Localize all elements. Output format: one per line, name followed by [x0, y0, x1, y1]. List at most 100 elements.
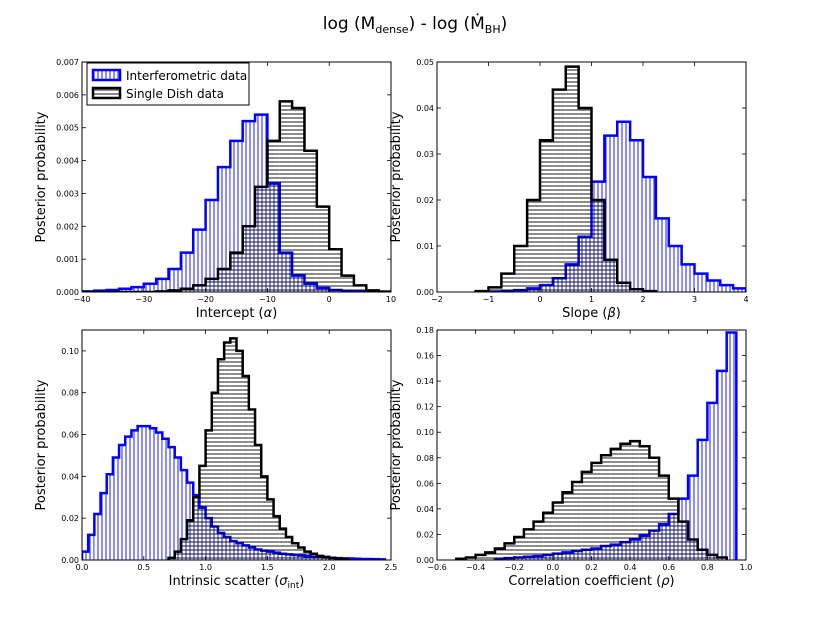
- histogram-bar: [242, 376, 249, 560]
- histogram-bar: [494, 548, 505, 560]
- x-tick-label: 1.0: [199, 563, 212, 572]
- histogram-bar: [137, 426, 144, 560]
- histogram-bar: [485, 552, 495, 560]
- histogram-bar: [143, 426, 150, 560]
- histogram-bar: [106, 474, 113, 560]
- histogram-bar: [217, 167, 231, 292]
- x-tick-label: 0.0: [547, 563, 560, 572]
- histogram-bar: [193, 497, 200, 560]
- histogram-bar: [639, 446, 650, 560]
- histogram-bar: [562, 492, 573, 560]
- histogram-bar: [149, 428, 157, 560]
- y-tick-label: 0.004: [56, 157, 79, 166]
- histogram-bar: [119, 288, 132, 292]
- x-tick-label: 0.2: [585, 563, 598, 572]
- histogram-bar: [353, 285, 367, 292]
- histogram-bar: [236, 350, 243, 560]
- histogram-bar: [230, 252, 243, 292]
- histogram-bar: [174, 551, 181, 560]
- histogram-bar: [224, 342, 231, 560]
- histogram-bar: [678, 521, 689, 560]
- figure-title: log (Mdense) - log (ṀBH): [323, 13, 508, 36]
- histogram-bar: [279, 528, 286, 560]
- legend-swatch-single-dish: [91, 86, 122, 100]
- histogram-bar: [552, 89, 566, 292]
- histogram-bar: [205, 200, 218, 292]
- histogram-bar: [591, 200, 605, 292]
- histogram-bar: [205, 278, 218, 292]
- histogram-bar: [279, 101, 293, 292]
- series-single-dish: [82, 100, 391, 292]
- histogram-bar: [514, 537, 524, 560]
- y-tick-label: 0.08: [416, 454, 434, 463]
- y-tick-label: 0.04: [61, 472, 79, 481]
- histogram-bar: [199, 465, 206, 560]
- histogram-bar: [465, 557, 476, 560]
- axes-frame: [81, 329, 392, 561]
- histogram-bar: [242, 226, 256, 292]
- x-tick-label: 1.5: [261, 563, 274, 572]
- histogram-bar: [630, 140, 643, 292]
- histogram-bar: [88, 534, 95, 560]
- histogram-bar: [610, 448, 621, 560]
- histogram-bar: [630, 441, 640, 560]
- x-tick-label: −30: [135, 295, 152, 304]
- y-tick-label: 0.02: [416, 196, 434, 205]
- x-tick-label: 1.0: [740, 563, 753, 572]
- scatter-panel: 0.0 0.5 1.0 1.5 2.0 2.5 0.00 0.02 0.04 0.06 0.08 0.…: [34, 329, 397, 591]
- y-tick-label: 0.05: [416, 58, 434, 67]
- histogram-bar: [668, 498, 679, 560]
- histogram-bar: [180, 252, 194, 292]
- series-single-dish: [455, 439, 728, 560]
- series-single-dish: [474, 65, 658, 292]
- histogram-bar: [316, 206, 330, 292]
- x-tick-label: 0.5: [137, 563, 150, 572]
- legend-swatch-interferometric: [91, 68, 122, 82]
- x-tick-label: −0.6: [427, 563, 446, 572]
- x-tick-label: 1: [589, 295, 594, 304]
- y-axis-label: Posterior probability: [34, 379, 49, 510]
- x-tick-label: 3: [692, 295, 697, 304]
- histogram-bar: [255, 186, 268, 292]
- histogram-bar: [156, 432, 163, 560]
- histogram-bar: [248, 409, 256, 560]
- histogram-bar: [261, 476, 268, 560]
- x-axis-label: Slope (β): [562, 306, 621, 321]
- y-tick-label: 0.002: [56, 222, 79, 231]
- y-tick-label: 0.00: [416, 556, 434, 565]
- histogram-bar: [119, 445, 126, 560]
- y-tick-label: 0.02: [61, 514, 79, 523]
- histogram-bar: [720, 285, 734, 292]
- legend: Interferometric data Single Dish data: [86, 62, 250, 106]
- histogram-outline: [82, 100, 391, 292]
- histogram-bar: [82, 551, 89, 560]
- x-axis-label: Intercept (α): [196, 306, 278, 321]
- x-tick-label: −40: [74, 295, 91, 304]
- histogram-outline: [455, 439, 728, 560]
- histogram-bar: [668, 246, 682, 292]
- legend-label-single-dish: Single Dish data: [126, 87, 224, 101]
- histogram-bar: [94, 514, 101, 560]
- histogram-bar: [649, 457, 660, 560]
- histogram-bar: [292, 108, 305, 292]
- histogram-bar: [187, 520, 194, 560]
- histogram-bar: [523, 529, 534, 560]
- histogram-bar: [193, 229, 206, 292]
- histogram-bar: [688, 539, 698, 560]
- x-tick-label: −10: [259, 295, 276, 304]
- histogram-bar: [131, 287, 144, 292]
- histogram-bar: [180, 288, 194, 292]
- x-tick-label: 0.0: [76, 563, 89, 572]
- y-tick-label: 0.00: [416, 288, 434, 297]
- y-tick-label: 0.04: [416, 104, 434, 113]
- histogram-bar: [591, 462, 602, 560]
- histogram-bar: [174, 457, 181, 560]
- x-tick-label: −2: [431, 295, 443, 304]
- y-axis-label: Posterior probability: [389, 111, 404, 242]
- histogram-bar: [193, 285, 206, 292]
- histogram-bar: [267, 140, 280, 292]
- histogram-bar: [230, 338, 237, 560]
- axes-frame: [81, 61, 392, 293]
- y-tick-label: 0.00: [61, 556, 79, 565]
- histogram-bar: [617, 282, 631, 292]
